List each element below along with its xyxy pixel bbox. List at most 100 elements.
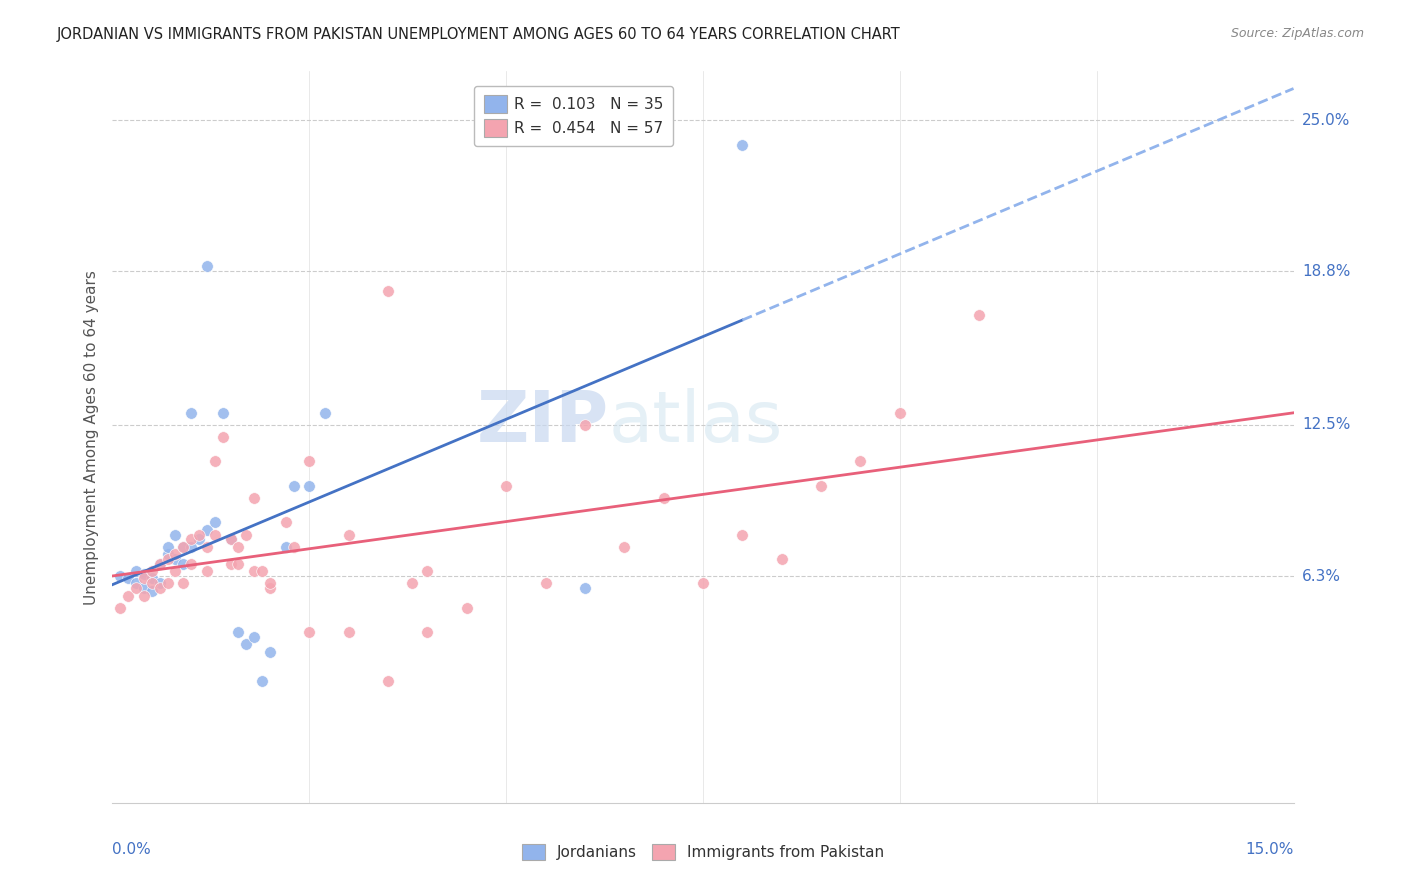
Point — [188, 533, 211, 547]
Point — [889, 406, 911, 420]
Point — [172, 576, 194, 591]
Point — [731, 527, 754, 541]
Point — [274, 516, 297, 530]
Point — [149, 581, 172, 595]
Text: 25.0%: 25.0% — [1302, 112, 1350, 128]
Point — [416, 625, 439, 640]
Point — [165, 547, 187, 561]
Point — [132, 589, 155, 603]
Point — [180, 406, 202, 420]
Point — [156, 576, 179, 591]
Point — [337, 625, 360, 640]
Point — [228, 625, 250, 640]
Point — [298, 479, 321, 493]
Point — [283, 479, 305, 493]
Point — [250, 564, 273, 578]
Point — [180, 533, 202, 547]
Point — [165, 552, 187, 566]
Point — [211, 430, 233, 444]
Point — [204, 454, 226, 468]
Point — [132, 566, 155, 581]
Point — [243, 564, 266, 578]
Point — [125, 564, 148, 578]
Text: 0.0%: 0.0% — [112, 842, 152, 856]
Point — [141, 583, 163, 598]
Point — [195, 564, 218, 578]
Point — [377, 673, 399, 688]
Point — [456, 600, 478, 615]
Point — [259, 581, 281, 595]
Point — [770, 552, 793, 566]
Point — [125, 576, 148, 591]
Point — [156, 540, 179, 554]
Point — [165, 527, 187, 541]
Point — [149, 576, 172, 591]
Point — [204, 527, 226, 541]
Point — [172, 540, 194, 554]
Point — [172, 557, 194, 571]
Point — [652, 491, 675, 505]
Point — [180, 540, 202, 554]
Text: 6.3%: 6.3% — [1302, 568, 1341, 583]
Point — [125, 581, 148, 595]
Point — [967, 308, 990, 322]
Point — [243, 491, 266, 505]
Point — [228, 557, 250, 571]
Point — [219, 533, 242, 547]
Text: ZIP: ZIP — [477, 388, 609, 457]
Point — [219, 557, 242, 571]
Point — [141, 564, 163, 578]
Point — [613, 540, 636, 554]
Point — [298, 625, 321, 640]
Text: Source: ZipAtlas.com: Source: ZipAtlas.com — [1230, 27, 1364, 40]
Point — [132, 572, 155, 586]
Point — [156, 547, 179, 561]
Point — [259, 645, 281, 659]
Point — [259, 576, 281, 591]
Point — [574, 581, 596, 595]
Point — [195, 540, 218, 554]
Text: JORDANIAN VS IMMIGRANTS FROM PAKISTAN UNEMPLOYMENT AMONG AGES 60 TO 64 YEARS COR: JORDANIAN VS IMMIGRANTS FROM PAKISTAN UN… — [56, 27, 900, 42]
Point — [141, 572, 163, 586]
Point — [401, 576, 423, 591]
Point — [117, 589, 139, 603]
Point — [180, 557, 202, 571]
Point — [534, 576, 557, 591]
Point — [495, 479, 517, 493]
Point — [692, 576, 714, 591]
Point — [283, 540, 305, 554]
Point — [132, 581, 155, 595]
Point — [110, 569, 132, 583]
Y-axis label: Unemployment Among Ages 60 to 64 years: Unemployment Among Ages 60 to 64 years — [83, 269, 98, 605]
Point — [274, 540, 297, 554]
Point — [149, 557, 172, 571]
Point — [172, 540, 194, 554]
Point — [149, 557, 172, 571]
Point — [141, 576, 163, 591]
Point — [211, 406, 233, 420]
Point — [250, 673, 273, 688]
Point — [110, 600, 132, 615]
Point — [574, 417, 596, 432]
Point — [810, 479, 832, 493]
Point — [165, 564, 187, 578]
Point — [849, 454, 872, 468]
Point — [298, 454, 321, 468]
Point — [195, 260, 218, 274]
Legend: Jordanians, Immigrants from Pakistan: Jordanians, Immigrants from Pakistan — [516, 838, 890, 866]
Point — [188, 527, 211, 541]
Point — [731, 137, 754, 152]
Text: 12.5%: 12.5% — [1302, 417, 1350, 433]
Point — [337, 527, 360, 541]
Point — [377, 284, 399, 298]
Point — [117, 572, 139, 586]
Point — [235, 637, 257, 651]
Text: 18.8%: 18.8% — [1302, 264, 1350, 279]
Point — [416, 564, 439, 578]
Point — [219, 533, 242, 547]
Text: atlas: atlas — [609, 388, 783, 457]
Text: 15.0%: 15.0% — [1246, 842, 1294, 856]
Point — [235, 527, 257, 541]
Point — [156, 552, 179, 566]
Point — [195, 523, 218, 537]
